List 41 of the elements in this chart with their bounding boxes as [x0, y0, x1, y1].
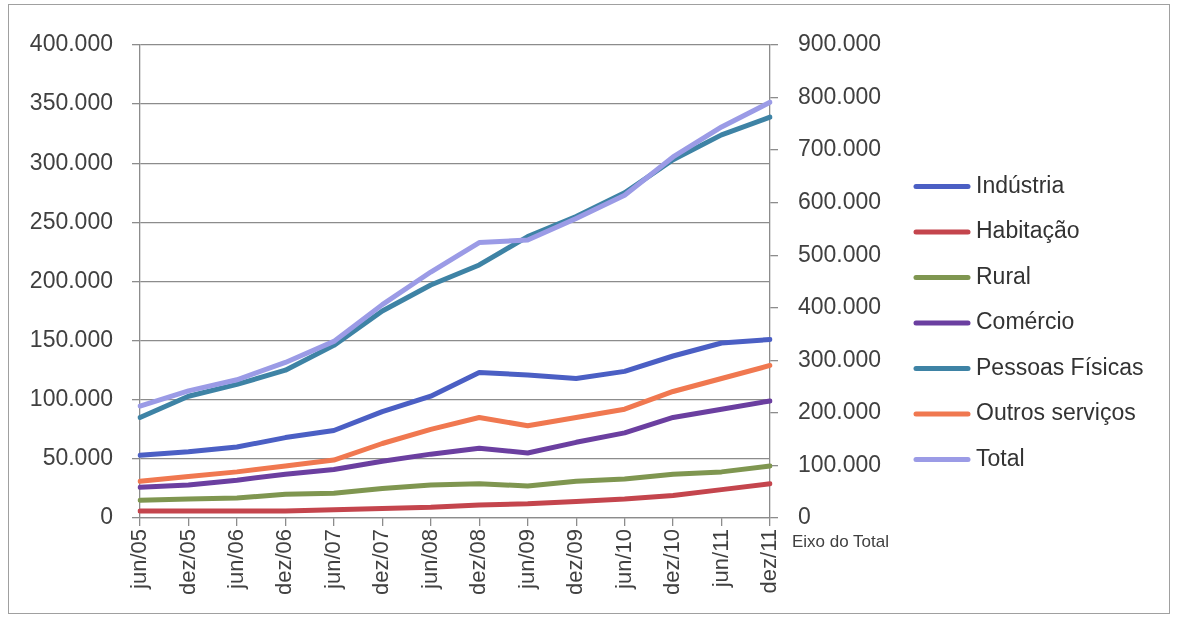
x-tick-label: jun/09 — [513, 529, 539, 590]
legend-label: Rural — [976, 262, 1031, 289]
x-tick-label: jun/06 — [222, 529, 248, 590]
x-tick-label: jun/05 — [126, 529, 152, 590]
y-tick-label: 300.000 — [29, 148, 113, 175]
legend-label: Outros serviços — [976, 399, 1136, 426]
y-tick-label: 150.000 — [29, 325, 113, 352]
x-tick-label: dez/09 — [562, 529, 588, 596]
x-tick-label: dez/11 — [756, 529, 782, 594]
y-tick-label: 200.000 — [29, 266, 113, 293]
y2-tick-label: 500.000 — [798, 240, 882, 267]
y2-tick-label: 200.000 — [798, 398, 882, 425]
x-tick-label: jun/07 — [319, 529, 345, 590]
x-tick-label: dez/10 — [659, 529, 685, 596]
x-tick-label: dez/05 — [174, 529, 200, 596]
y2-tick-label: 300.000 — [798, 345, 882, 372]
x-tick-label: dez/07 — [368, 529, 394, 596]
legend-label: Habitação — [976, 217, 1080, 244]
x-tick-label: dez/08 — [465, 529, 491, 596]
x-tick-label: jun/08 — [416, 529, 442, 590]
x-tick-label: jun/10 — [610, 529, 636, 590]
y2-tick-label: 600.000 — [798, 188, 882, 215]
legend-label: Comércio — [976, 308, 1075, 335]
y2-tick-label: 800.000 — [798, 82, 882, 109]
y2-tick-label: 400.000 — [798, 293, 882, 320]
x-tick-label: dez/06 — [271, 529, 297, 596]
y-tick-label: 100.000 — [29, 385, 113, 412]
y2-axis-title: Eixo do Total — [792, 532, 890, 552]
y-tick-label: 50.000 — [42, 444, 113, 471]
y2-tick-label: 900.000 — [798, 30, 882, 57]
y-tick-label: 400.000 — [29, 30, 113, 57]
legend-label: Pessoas Físicas — [976, 353, 1144, 380]
x-tick-label: jun/11 — [707, 529, 733, 589]
legend-label: Indústria — [976, 171, 1065, 198]
y2-tick-label: 100.000 — [798, 450, 882, 477]
y-tick-label: 250.000 — [29, 207, 113, 234]
y-tick-label: 350.000 — [29, 89, 113, 116]
legend-label: Total — [976, 444, 1025, 471]
y2-tick-label: 0 — [798, 503, 811, 530]
y2-tick-label: 700.000 — [798, 135, 882, 162]
y-tick-label: 0 — [100, 503, 113, 530]
